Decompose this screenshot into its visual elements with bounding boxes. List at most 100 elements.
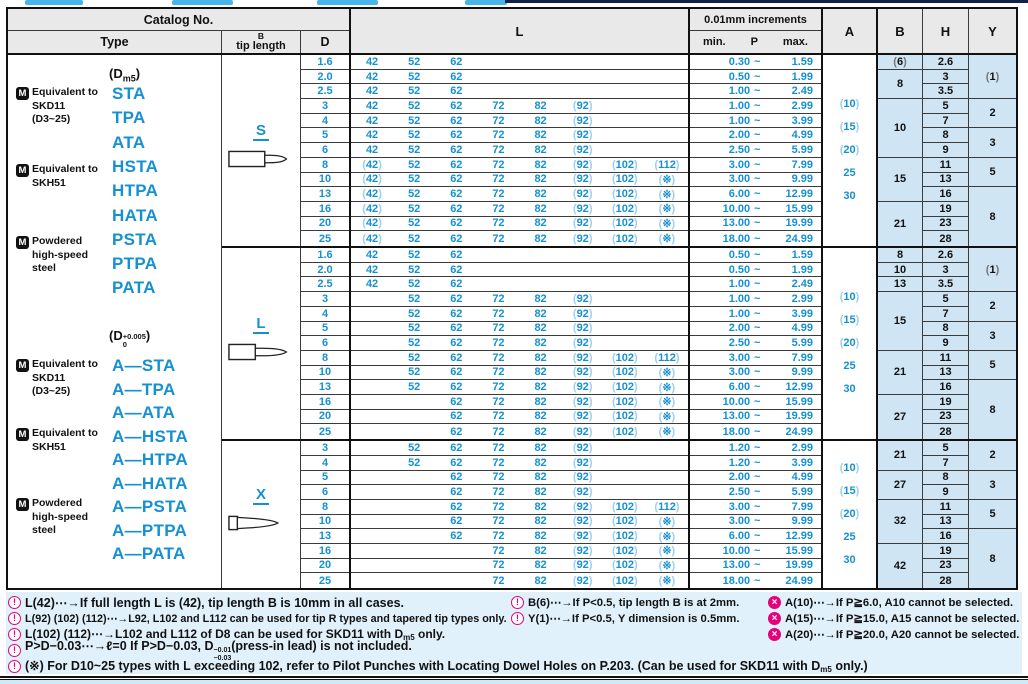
l-value: 62: [450, 217, 463, 230]
l-value: 42: [365, 70, 379, 83]
paren: ): [855, 144, 860, 157]
paren: (: [839, 485, 844, 498]
p-tilde: ~: [753, 85, 761, 98]
misumi-mark-icon: M: [16, 498, 29, 511]
d-value: 3: [301, 99, 349, 114]
p-range: 6.00 ~12.99: [690, 529, 821, 544]
paren: (: [658, 530, 663, 543]
p-tilde: ~: [753, 114, 761, 127]
l-value: 72: [492, 217, 505, 230]
p-max: 9.99: [791, 366, 813, 379]
l-row: 62 72 82 (92): [351, 471, 688, 486]
l-value: (42): [362, 217, 382, 230]
l-value: [646, 457, 688, 469]
b-value: 21: [878, 441, 922, 471]
catalog-type-name: PATA: [112, 278, 156, 298]
paren: (: [658, 233, 663, 246]
p-range: 2.00 ~4.99: [690, 471, 821, 486]
l-value: 62: [450, 70, 463, 83]
subscript: m5: [403, 632, 415, 642]
section-l: L 1.6 2.0 2.5 3 4 5 6 8 10 13 16 20 25 42 52 62 42 52 62 4…: [222, 248, 1016, 442]
p-tilde: ~: [753, 217, 761, 230]
p-range: 1.00 ~2.99: [690, 292, 821, 307]
l-value: [351, 545, 393, 557]
p-max: 24.99: [785, 574, 813, 587]
y-value: 3: [969, 128, 1016, 158]
l-value: [393, 575, 435, 587]
paren: ): [633, 515, 638, 528]
paren: ): [588, 395, 593, 408]
paren: ): [995, 70, 1000, 83]
l-value: 62: [450, 129, 463, 142]
paren: ): [588, 292, 593, 305]
d-value: 2.0: [301, 70, 349, 85]
p-max: 4.99: [791, 471, 813, 484]
misumi-mark-icon: M: [16, 428, 29, 441]
paren: (: [839, 144, 844, 157]
p-range: 2.00 ~4.99: [690, 322, 821, 337]
b-column: 8 10 13 15 21 27: [878, 248, 923, 440]
d-value: 6: [301, 485, 349, 500]
l-value: 82: [534, 351, 547, 364]
p-min: 6.00: [728, 530, 751, 543]
paren: (: [658, 366, 663, 379]
a-column: (10) (15) (20) 25 30: [823, 248, 878, 440]
d-value: 4: [301, 114, 349, 129]
paren: (: [654, 158, 659, 171]
p-max: 15.99: [785, 395, 813, 408]
l-value: (112): [654, 351, 680, 364]
l-value: 72: [492, 232, 505, 245]
d-value: 16: [301, 544, 349, 559]
header-a: A: [823, 9, 878, 53]
p-range: 3.00 ~7.99: [690, 351, 821, 366]
p-max: 24.99: [785, 232, 813, 245]
h-value: 28: [939, 574, 952, 587]
l-value: (102): [611, 410, 638, 423]
p-tilde: ~: [753, 410, 761, 423]
paren: (: [572, 381, 577, 394]
l-row: 62 72 82 (92) (102) (※): [351, 395, 688, 410]
footnote: ! L(92) (102) (112)⋯→L92, L102 and L112 c…: [8, 611, 511, 625]
l-row: 62 72 82 (92) (102) (※): [351, 424, 688, 439]
paren: ): [671, 188, 676, 201]
catalog-type-name: STA: [112, 84, 146, 103]
l-value: (92): [572, 143, 593, 156]
catalog-type-name: A—HTPA: [112, 450, 189, 469]
l-value: (102): [611, 544, 638, 557]
paren: (: [572, 173, 577, 186]
d-column: 1.6 2.0 2.5 3 4 5 6 8 10 13 16 20 25: [301, 55, 351, 247]
footnote: ! (※) For D10~25 types with L exceeding 1…: [8, 658, 868, 674]
b-value: 32: [878, 500, 922, 544]
l-row: 72 82 (92) (102) (※): [351, 544, 688, 559]
caution-icon: !: [511, 595, 524, 609]
p-column: 0.30 ~1.59 0.50 ~1.99 1.00 ~2.49 1.00 ~2.99 1.00…: [690, 55, 823, 247]
paren: (: [611, 381, 616, 394]
d-value: 16: [301, 395, 349, 410]
l-row: (42) 52 62 72 82 (92) (102) (※): [351, 187, 688, 202]
l-row: (42) 52 62 72 82 (92) (102) (※): [351, 217, 688, 232]
paren: ): [588, 410, 593, 423]
l-value: [351, 530, 393, 542]
y-value: 5: [969, 158, 1016, 188]
l-value: [604, 71, 646, 83]
bottom-rule: [0, 676, 1028, 680]
paren: (: [572, 202, 577, 215]
paren: (: [658, 217, 663, 230]
p-tilde: ~: [753, 70, 761, 83]
paren: (: [611, 395, 616, 408]
d-value: 8: [301, 351, 349, 366]
paren: (: [572, 395, 577, 408]
p-max: 12.99: [785, 381, 813, 394]
h-value: 5: [923, 441, 968, 456]
a-value: (10): [839, 462, 860, 475]
l-value: 62: [450, 292, 463, 305]
l-value: (92): [572, 544, 593, 557]
d-value: 6: [301, 336, 349, 351]
paren: ): [588, 337, 593, 350]
l-value: (112): [654, 500, 680, 513]
l-value: [562, 85, 604, 97]
paren: (: [654, 351, 659, 364]
paren: (: [572, 217, 577, 230]
l-row: 62 72 82 (92): [351, 485, 688, 500]
paren: (: [572, 486, 577, 499]
